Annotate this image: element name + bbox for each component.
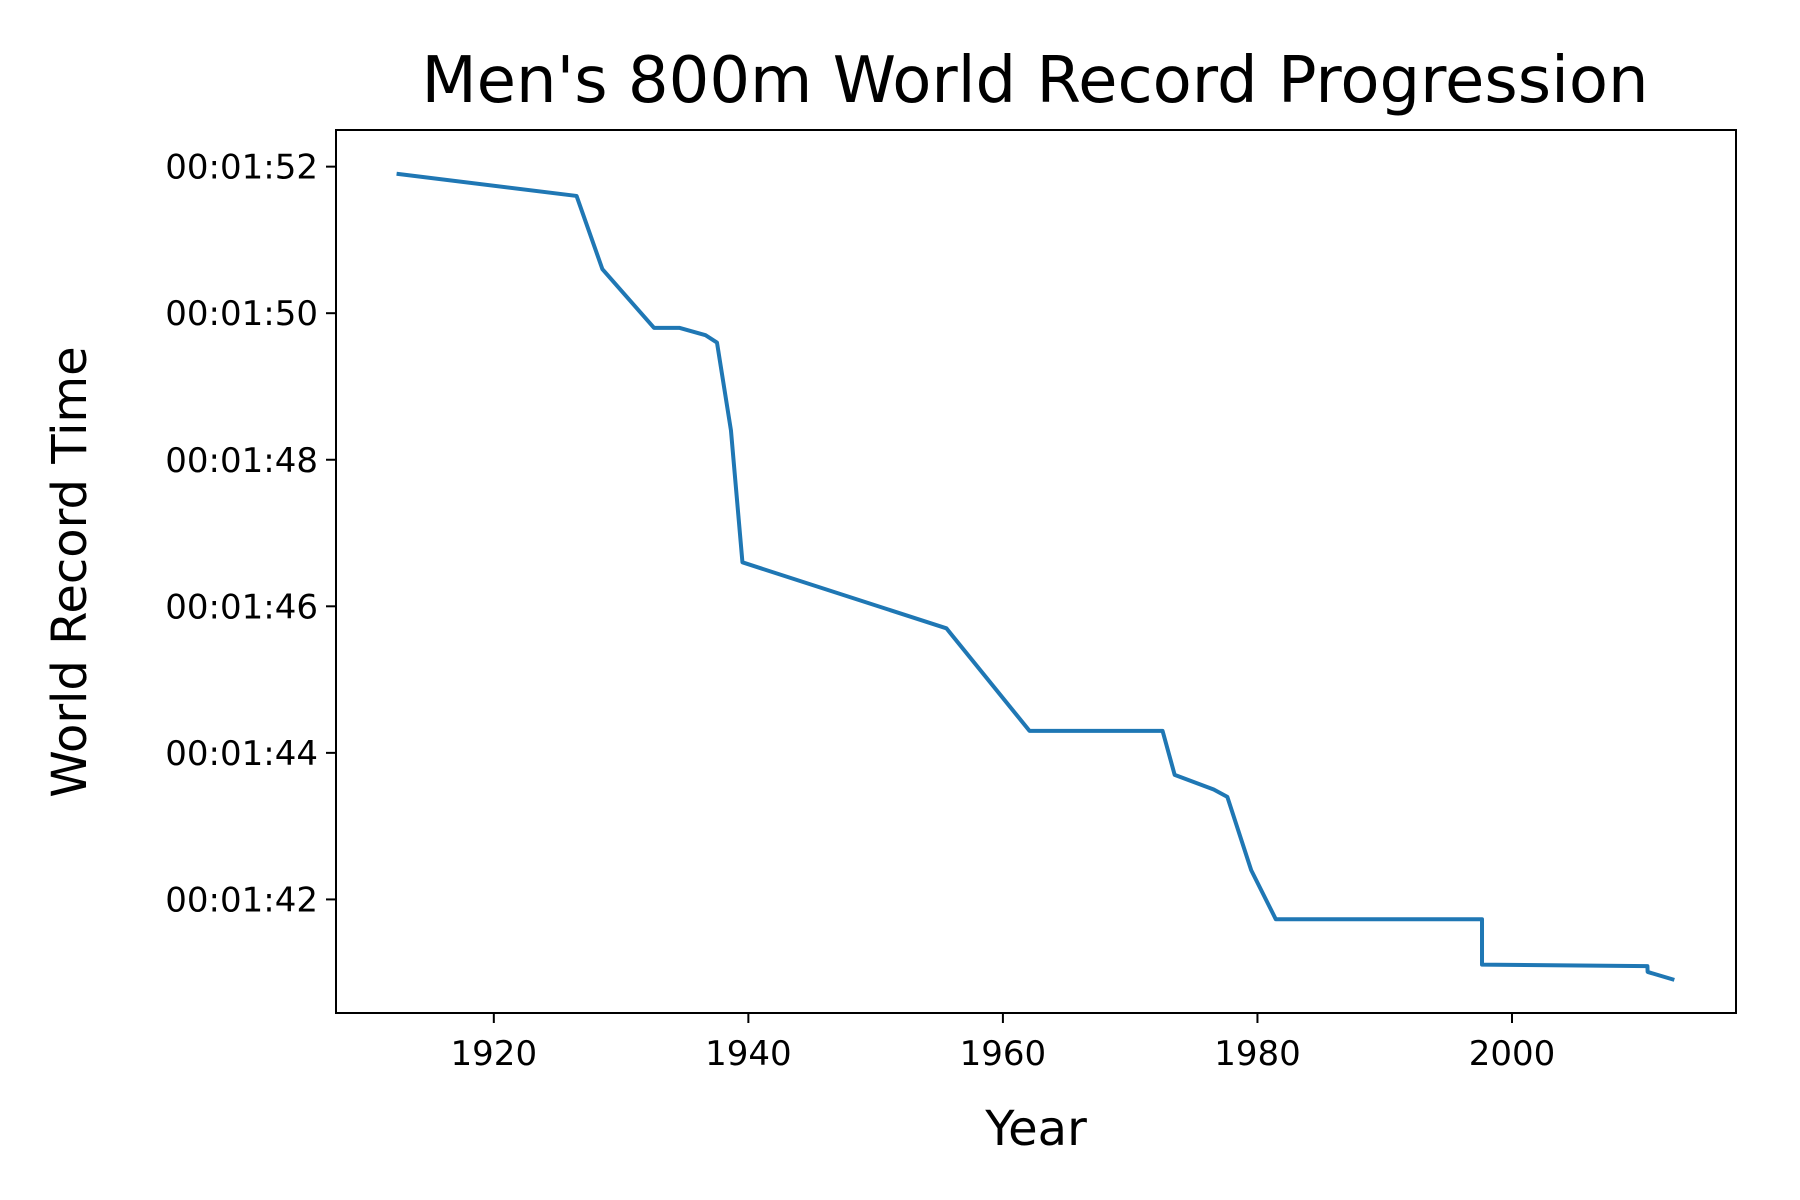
x-axis-ticks: 1920 1940 1960 1980 2000 [451, 1013, 1556, 1074]
y-tick: 00:01:42 [165, 880, 336, 920]
world-record-line [396, 171, 1675, 982]
y-tick-label: 00:01:42 [165, 880, 318, 920]
y-tick-label: 00:01:46 [165, 587, 318, 627]
y-tick: 00:01:48 [165, 441, 336, 481]
x-tick: 2000 [1469, 1013, 1556, 1074]
x-axis-title: Year [984, 1101, 1087, 1157]
y-tick: 00:01:50 [165, 294, 336, 334]
y-tick-label: 00:01:50 [165, 294, 318, 334]
y-tick-label: 00:01:44 [165, 734, 318, 774]
chart-title: Men's 800m World Record Progression [421, 44, 1648, 118]
x-tick: 1920 [451, 1013, 538, 1074]
y-tick-label: 00:01:52 [165, 148, 318, 188]
x-tick: 1980 [1214, 1013, 1301, 1074]
series-layer [396, 171, 1675, 982]
x-tick: 1960 [960, 1013, 1047, 1074]
plot-area-frame [335, 129, 1737, 1014]
y-axis-title: World Record Time [42, 346, 98, 797]
x-tick: 1940 [705, 1013, 792, 1074]
y-tick-label: 00:01:48 [165, 441, 318, 481]
x-tick-label: 1980 [1214, 1034, 1301, 1074]
x-tick-label: 1960 [960, 1034, 1047, 1074]
y-tick: 00:01:44 [165, 734, 336, 774]
x-tick-label: 1940 [705, 1034, 792, 1074]
x-tick-label: 1920 [451, 1034, 538, 1074]
x-tick-label: 2000 [1469, 1034, 1556, 1074]
y-tick: 00:01:52 [165, 148, 336, 188]
y-axis-ticks: 00:01:52 00:01:50 00:01:48 00:01:46 00:01:44… [165, 148, 336, 920]
y-tick: 00:01:46 [165, 587, 336, 627]
